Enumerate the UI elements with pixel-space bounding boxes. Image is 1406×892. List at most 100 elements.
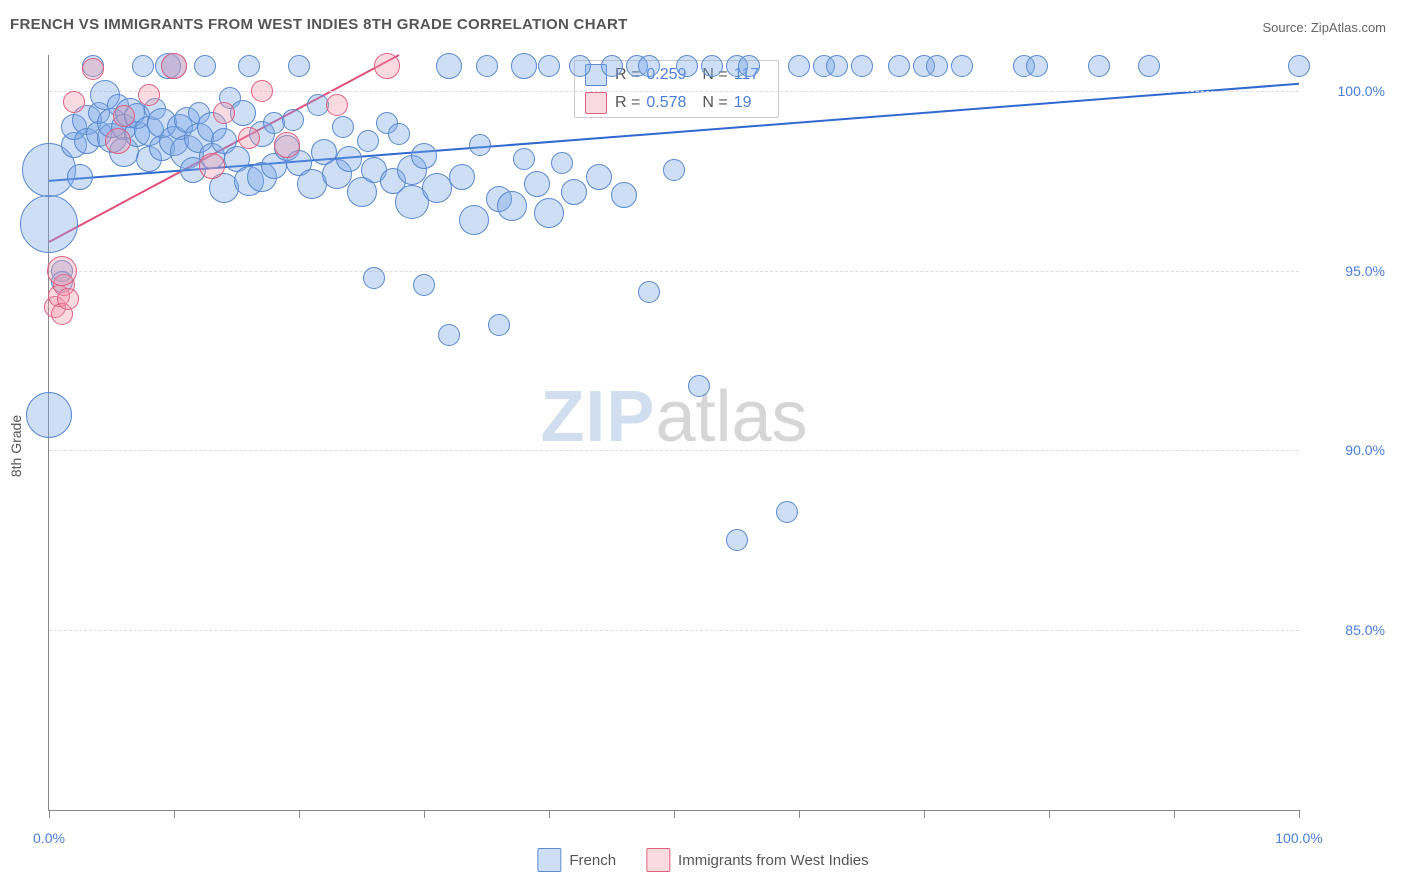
x-tick	[424, 810, 425, 818]
data-point-blue	[551, 152, 573, 174]
y-tick-label: 95.0%	[1345, 263, 1385, 279]
data-point-blue	[238, 55, 260, 77]
data-point-blue	[788, 55, 810, 77]
data-point-blue	[413, 274, 435, 296]
legend-label: French	[569, 852, 616, 869]
legend: French Immigrants from West Indies	[537, 848, 868, 872]
data-point-blue	[449, 164, 475, 190]
x-tick	[299, 810, 300, 818]
data-point-blue	[1026, 55, 1048, 77]
x-tick	[799, 810, 800, 818]
data-point-blue	[488, 314, 510, 336]
data-point-blue	[388, 123, 410, 145]
data-point-blue	[538, 55, 560, 77]
data-point-blue	[663, 159, 685, 181]
x-tick	[1299, 810, 1300, 818]
data-point-blue	[497, 191, 527, 221]
data-point-blue	[534, 198, 564, 228]
legend-item: French	[537, 848, 616, 872]
y-tick-label: 85.0%	[1345, 622, 1385, 638]
data-point-blue	[469, 134, 491, 156]
data-point-blue	[422, 173, 452, 203]
watermark-part2: atlas	[655, 377, 807, 457]
data-point-blue	[611, 182, 637, 208]
data-point-blue	[888, 55, 910, 77]
gridline	[49, 271, 1299, 272]
watermark-part1: ZIP	[540, 377, 655, 457]
data-point-blue	[459, 205, 489, 235]
data-point-pink	[161, 53, 187, 79]
data-point-blue	[438, 324, 460, 346]
legend-item: Immigrants from West Indies	[646, 848, 869, 872]
legend-swatch-pink	[585, 92, 607, 114]
data-point-blue	[513, 148, 535, 170]
data-point-pink	[238, 127, 260, 149]
data-point-blue	[826, 55, 848, 77]
data-point-blue	[132, 55, 154, 77]
data-point-blue	[288, 55, 310, 77]
data-point-pink	[274, 132, 300, 158]
stats-text: R =0.578N =19	[615, 94, 768, 112]
data-point-pink	[213, 102, 235, 124]
data-point-pink	[251, 80, 273, 102]
data-point-blue	[194, 55, 216, 77]
data-point-blue	[357, 130, 379, 152]
data-point-pink	[138, 84, 160, 106]
stats-row: R =0.578N =19	[575, 89, 778, 117]
data-point-blue	[524, 171, 550, 197]
x-tick	[1049, 810, 1050, 818]
legend-swatch-blue	[537, 848, 561, 872]
data-point-blue	[561, 179, 587, 205]
gridline	[49, 630, 1299, 631]
y-axis-label: 8th Grade	[8, 415, 24, 477]
data-point-blue	[776, 501, 798, 523]
data-point-blue	[638, 281, 660, 303]
x-tick-label: 0.0%	[33, 830, 65, 846]
data-point-blue	[411, 143, 437, 169]
data-point-blue	[1288, 55, 1310, 77]
data-point-blue	[26, 392, 72, 438]
source-attribution: Source: ZipAtlas.com	[1262, 20, 1386, 35]
data-point-blue	[726, 529, 748, 551]
x-tick	[49, 810, 50, 818]
y-tick-label: 100.0%	[1338, 83, 1385, 99]
data-point-pink	[47, 256, 77, 286]
y-tick-label: 90.0%	[1345, 442, 1385, 458]
data-point-blue	[1138, 55, 1160, 77]
data-point-blue	[1088, 55, 1110, 77]
data-point-blue	[282, 109, 304, 131]
legend-label: Immigrants from West Indies	[678, 852, 869, 869]
data-point-blue	[20, 195, 78, 253]
data-point-blue	[569, 55, 591, 77]
data-point-blue	[951, 55, 973, 77]
data-point-pink	[326, 94, 348, 116]
data-point-blue	[436, 53, 462, 79]
x-tick	[174, 810, 175, 818]
data-point-blue	[67, 164, 93, 190]
data-point-blue	[601, 55, 623, 77]
data-point-blue	[336, 146, 362, 172]
data-point-pink	[374, 53, 400, 79]
x-tick	[1174, 810, 1175, 818]
data-point-pink	[57, 288, 79, 310]
data-point-pink	[105, 128, 131, 154]
data-point-pink	[63, 91, 85, 113]
data-point-blue	[586, 164, 612, 190]
data-point-blue	[701, 55, 723, 77]
legend-swatch-pink	[646, 848, 670, 872]
data-point-blue	[332, 116, 354, 138]
data-point-pink	[199, 153, 225, 179]
watermark: ZIPatlas	[540, 376, 807, 458]
data-point-blue	[738, 55, 760, 77]
data-point-blue	[511, 53, 537, 79]
data-point-pink	[82, 58, 104, 80]
chart-title: FRENCH VS IMMIGRANTS FROM WEST INDIES 8T…	[10, 16, 628, 33]
x-tick	[549, 810, 550, 818]
data-point-blue	[476, 55, 498, 77]
data-point-blue	[926, 55, 948, 77]
data-point-blue	[851, 55, 873, 77]
data-point-blue	[363, 267, 385, 289]
data-point-blue	[676, 55, 698, 77]
x-tick	[924, 810, 925, 818]
data-point-blue	[638, 55, 660, 77]
